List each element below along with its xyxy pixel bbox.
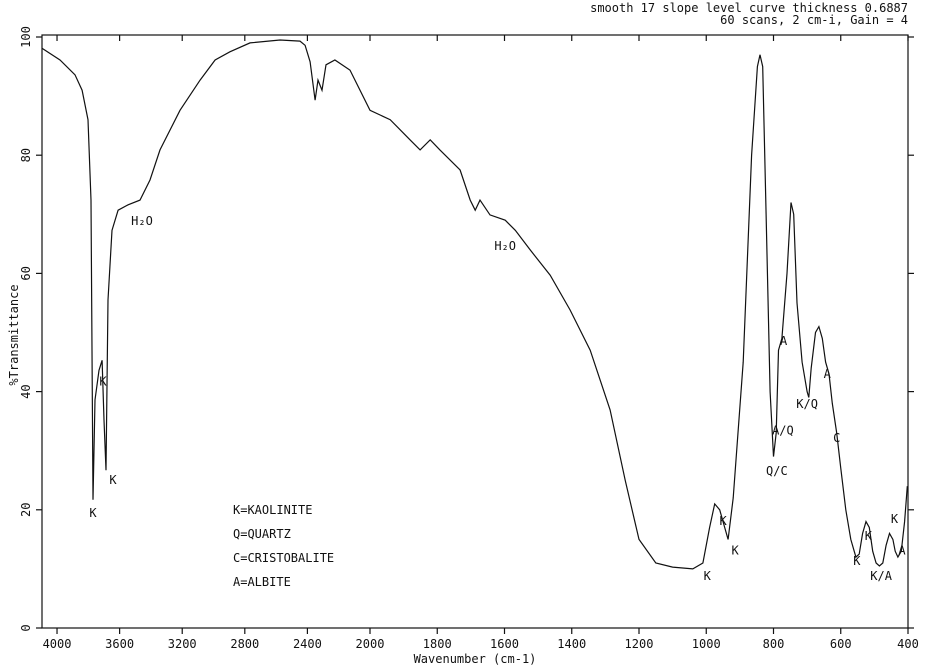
plot-frame: [41, 34, 909, 629]
peak-label: C: [833, 431, 840, 445]
peak-label: K: [732, 544, 740, 558]
y-axis-label: %Transmittance: [7, 284, 21, 385]
x-tick-label: 3200: [168, 637, 197, 651]
legend-note: K=KAOLINITE: [233, 503, 312, 517]
x-tick-label: 2000: [356, 637, 385, 651]
x-tick-label: 2400: [293, 637, 322, 651]
y-tick-label: 60: [19, 266, 33, 280]
legend-note: Q=QUARTZ: [233, 527, 291, 541]
peak-label: K/Q: [796, 397, 818, 411]
peak-label: K: [865, 529, 873, 543]
legend-note: C=CRISTOBALITE: [233, 551, 334, 565]
x-axis-label: Wavenumber (cm-1): [414, 652, 537, 666]
x-tick-label: 400: [897, 637, 919, 651]
x-tick-label: 1600: [490, 637, 519, 651]
x-tick-label: 1800: [423, 637, 452, 651]
peak-label: K: [719, 514, 727, 528]
peak-label: K: [99, 375, 107, 389]
x-tick-label: 800: [763, 637, 785, 651]
x-tick-label: 4000: [43, 637, 72, 651]
peak-label: K: [704, 569, 712, 583]
peak-label: K: [891, 512, 899, 526]
peak-label: K: [109, 473, 117, 487]
peak-label: A/Q: [772, 424, 794, 438]
peak-label: A: [780, 334, 788, 348]
y-tick-label: 80: [19, 148, 33, 162]
x-tick-label: 1200: [625, 637, 654, 651]
y-tick-label: 40: [19, 384, 33, 398]
peak-label: H₂O: [131, 214, 153, 228]
peak-label: K: [853, 554, 861, 568]
peak-label: K: [89, 506, 97, 520]
peak-label: A: [898, 544, 906, 558]
peak-label: Q/C: [766, 464, 788, 478]
x-tick-label: 3600: [105, 637, 134, 651]
x-tick-label: 1400: [557, 637, 586, 651]
peak-label: K/A: [870, 569, 892, 583]
y-tick-label: 0: [19, 624, 33, 631]
spectrum-line: [41, 39, 908, 570]
peak-label: H₂O: [494, 239, 516, 253]
note: smooth 17 slope level curve thickness 0.…: [590, 1, 908, 15]
y-tick-label: 100: [19, 26, 33, 48]
y-tick-label: 20: [19, 503, 33, 517]
x-tick-label: 1000: [692, 637, 721, 651]
x-tick-label: 2800: [230, 637, 259, 651]
legend-note: A=ALBITE: [233, 575, 291, 589]
peak-label: A: [824, 367, 832, 381]
note: 60 scans, 2 cm-i, Gain = 4: [720, 13, 908, 27]
x-tick-label: 600: [830, 637, 852, 651]
